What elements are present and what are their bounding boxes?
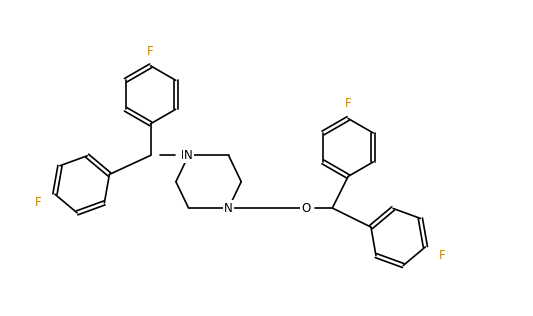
Text: F: F <box>345 97 351 110</box>
Text: F: F <box>439 249 445 262</box>
Text: N: N <box>184 149 193 162</box>
Text: O: O <box>301 202 311 215</box>
Text: N: N <box>224 202 233 215</box>
Text: F: F <box>147 45 154 58</box>
Text: F: F <box>35 196 42 209</box>
Text: N: N <box>181 149 189 162</box>
